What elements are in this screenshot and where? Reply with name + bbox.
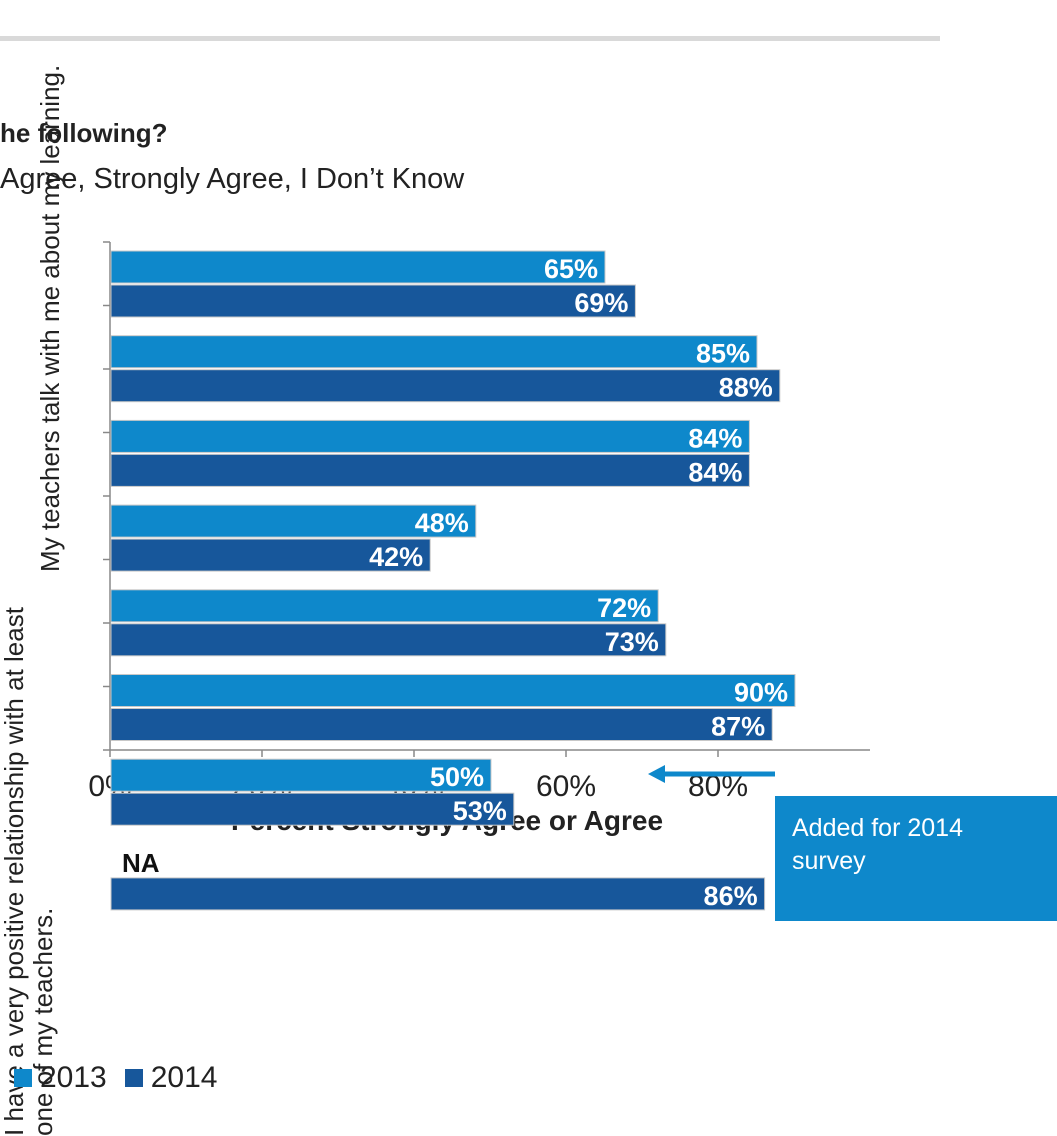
data-label: 72%	[597, 593, 651, 623]
bar-2014-3	[110, 453, 750, 487]
bar-2014-7	[110, 792, 515, 826]
data-label: 69%	[574, 288, 628, 318]
bar-2014-2	[110, 369, 781, 403]
data-label: 53%	[453, 796, 507, 826]
data-label: 87%	[711, 712, 765, 742]
bar-2013-7	[110, 758, 492, 792]
data-label: 65%	[544, 254, 598, 284]
bar-2014-5	[110, 623, 667, 657]
bar-2014-4	[110, 538, 431, 572]
bar-2013-1	[110, 250, 606, 284]
data-label: 88%	[719, 373, 773, 403]
data-label: 84%	[688, 457, 742, 487]
data-label: 85%	[696, 339, 750, 369]
bar-2013-2	[110, 335, 758, 369]
data-label: 42%	[369, 542, 423, 572]
legend-swatch-2013	[14, 1069, 32, 1087]
callout-box: Added for 2014 survey	[775, 796, 1057, 921]
x-tick-label: 60%	[536, 770, 596, 803]
legend-label-2014: 2014	[150, 1061, 218, 1094]
bar-2013-4	[110, 504, 477, 538]
data-label: 48%	[415, 508, 469, 538]
bar-2014-8	[110, 877, 766, 911]
data-label: 86%	[704, 881, 758, 911]
bar-2014-1	[110, 284, 636, 318]
bar-2013-5	[110, 589, 659, 623]
bar-2013-6	[110, 674, 796, 707]
chart-title: he following?	[0, 118, 168, 148]
chart-subtitle: Agree, Strongly Agree, I Don’t Know	[0, 163, 465, 195]
legend-swatch-2014	[124, 1069, 143, 1087]
data-label: 50%	[430, 762, 484, 792]
legend: 2013 2014	[14, 1061, 236, 1095]
data-label: 84%	[688, 423, 742, 453]
data-label: 73%	[605, 627, 659, 657]
data-label: 90%	[734, 678, 788, 708]
header-divider	[0, 36, 940, 41]
na-label: NA	[122, 848, 160, 878]
legend-item-2013: 2013	[14, 1061, 107, 1095]
bar-2014-6	[110, 708, 773, 741]
bar-2013-3	[110, 419, 750, 453]
callout-arrow-head	[648, 765, 665, 783]
legend-item-2014: 2014	[124, 1061, 218, 1095]
legend-label-2013: 2013	[40, 1061, 107, 1094]
